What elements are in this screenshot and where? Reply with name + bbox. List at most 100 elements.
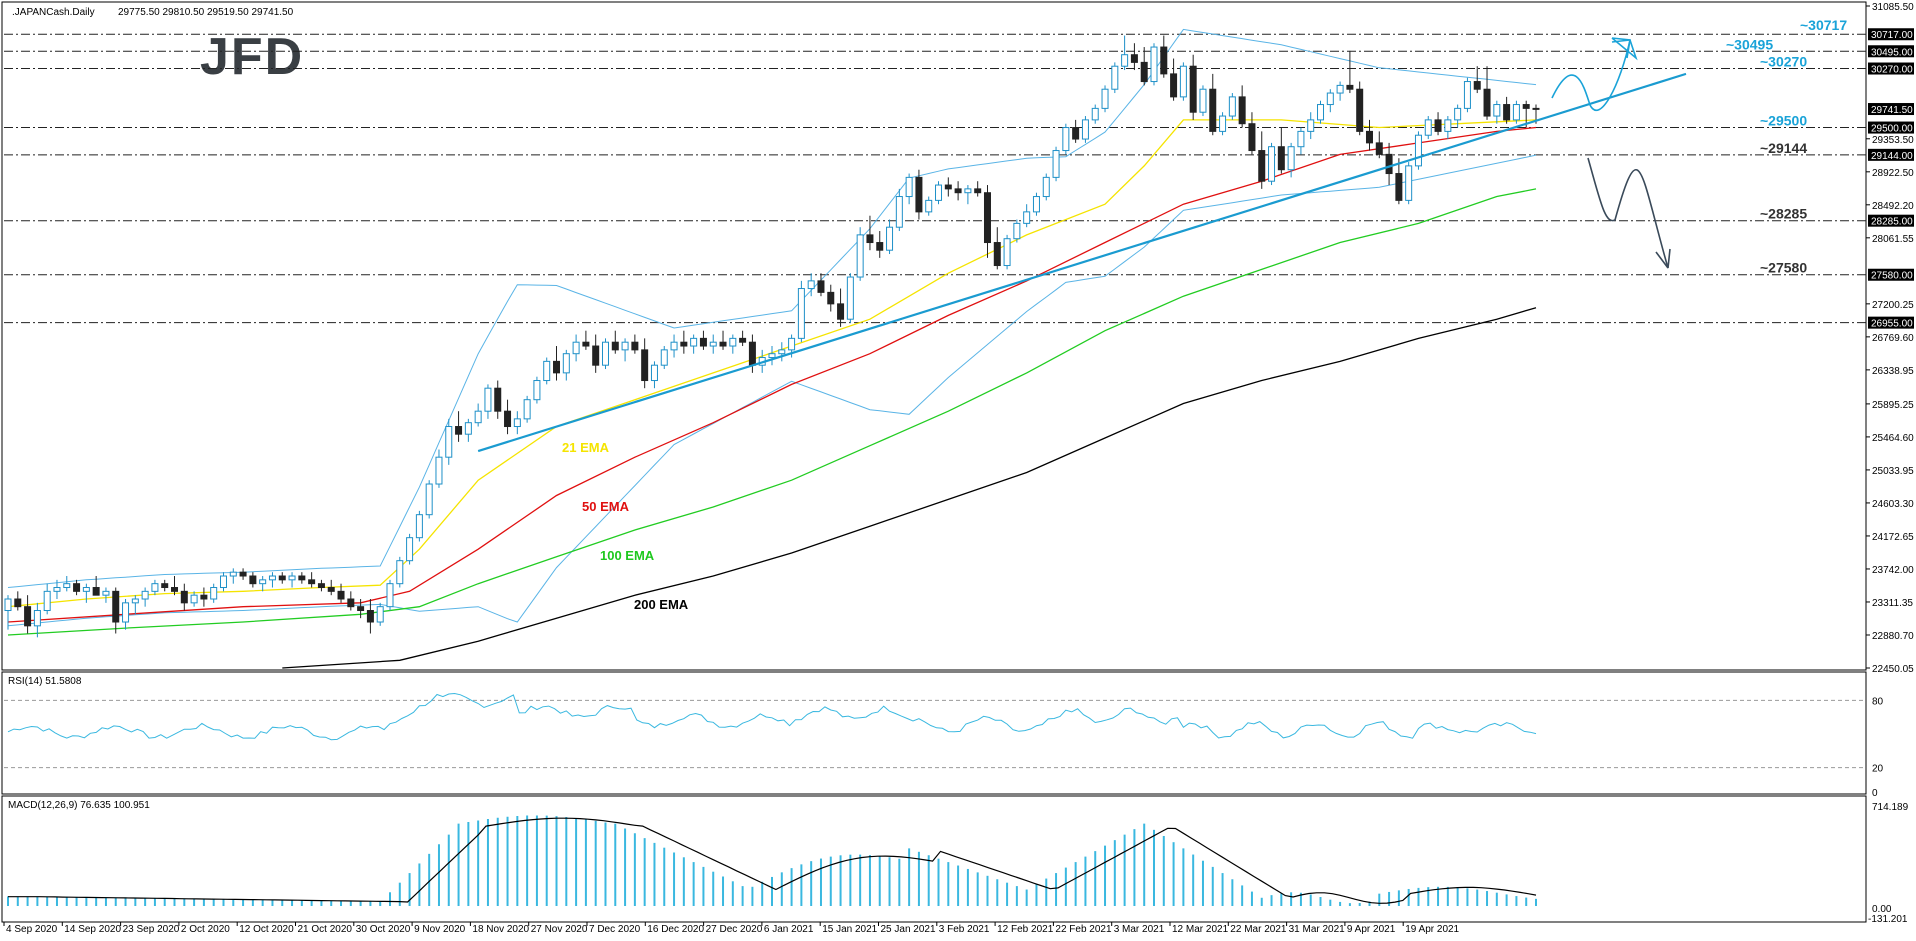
candle-body (983, 192, 991, 244)
y-tick-box (1868, 316, 1914, 329)
candle-body (190, 594, 198, 604)
candle-body (445, 426, 453, 458)
candle-body (1277, 146, 1285, 171)
candle-body (4, 598, 12, 612)
candle-body (1042, 176, 1050, 198)
y-tick-box (1868, 148, 1914, 161)
candle-body (494, 387, 502, 412)
candle-body (151, 583, 159, 592)
candle-body (1473, 81, 1481, 90)
candle-body (788, 337, 796, 351)
candle-body (709, 341, 717, 347)
candle-body (337, 590, 345, 600)
macd-layer (7, 815, 1537, 906)
x-tick-label: 21 Oct 2020 (298, 924, 353, 935)
y-tick-label: 22880.70 (1872, 631, 1914, 642)
candle-body (660, 349, 668, 366)
x-tick-label: 27 Dec 2020 (706, 924, 763, 935)
rsi-axis-label: 80 (1872, 696, 1884, 707)
jfd-logo: JFD (200, 28, 304, 86)
x-tick-label: 12 Feb 2021 (997, 924, 1054, 935)
candle-body (1209, 88, 1217, 132)
x-tick-label: 4 Sep 2020 (6, 924, 58, 935)
x-tick-label: 14 Sep 2020 (64, 924, 121, 935)
y-tick-label: 28492.20 (1872, 201, 1914, 212)
y-tick-label: 30495.00 (1871, 47, 1913, 58)
candle-body (944, 184, 952, 190)
candle-body (43, 590, 51, 612)
x-tick-label: 25 Jan 2021 (881, 924, 936, 935)
y-tick-label: 26955.00 (1871, 319, 1913, 330)
candle-body (954, 188, 962, 194)
x-tick-label: 7 Dec 2020 (589, 924, 641, 935)
candle-body (1032, 196, 1040, 213)
candle-body (1023, 211, 1031, 224)
bearish-scenario-arrowhead (1655, 248, 1671, 269)
candle-body (1522, 104, 1530, 109)
x-tick-label: 23 Sep 2020 (123, 924, 180, 935)
bollinger-lower (7, 154, 1537, 627)
candle-body (1307, 119, 1315, 132)
macd-panel-frame (1, 795, 1867, 923)
x-tick-label: 9 Apr 2021 (1347, 924, 1396, 935)
candle-body (523, 399, 531, 420)
y-tick-label: 27580.00 (1871, 271, 1913, 282)
candle-body (886, 226, 894, 251)
candle-body (53, 587, 61, 592)
candle-body (200, 594, 208, 600)
candle-body (210, 587, 218, 600)
y-tick-label: 29500.00 (1871, 124, 1913, 135)
candle-body (543, 360, 551, 382)
candle-body (562, 353, 570, 374)
candle-body (1258, 150, 1266, 182)
candle-body (1346, 84, 1354, 90)
y-tick-label: 22450.05 (1872, 664, 1914, 675)
level-label: ~28285 (1760, 206, 1807, 222)
candle-body (1228, 96, 1236, 117)
y-tick-label: 28061.55 (1872, 234, 1914, 245)
candle-body (357, 606, 365, 612)
x-tick-label: 6 Jan 2021 (764, 924, 814, 935)
candle-body (1199, 88, 1207, 113)
y-tick-label: 26769.60 (1872, 333, 1914, 344)
candle-body (82, 587, 90, 592)
candle-body (425, 483, 433, 516)
level-label: ~29144 (1760, 140, 1807, 156)
candle-body (1395, 173, 1403, 201)
candle-body (1297, 130, 1305, 148)
rsi-line (7, 692, 1537, 741)
candle-layer (4, 35, 1540, 638)
candle-body (308, 579, 316, 585)
y-tick-label: 30717.00 (1871, 30, 1913, 41)
candle-body (1454, 107, 1462, 121)
ema-line-50ema (7, 126, 1537, 623)
candle-body (1317, 104, 1325, 121)
candle-body (141, 590, 149, 600)
uptrend-line (477, 72, 1687, 453)
candle-body (974, 188, 982, 194)
candle-body (641, 349, 649, 382)
candle-body (1444, 119, 1452, 132)
candle-body (690, 337, 698, 347)
candle-body (592, 345, 600, 366)
x-tick-label: 12 Oct 2020 (239, 924, 294, 935)
candle-body (1424, 119, 1432, 136)
candle-body (1493, 104, 1501, 117)
rsi-panel-frame (1, 671, 1867, 795)
candle-body (171, 587, 179, 592)
y-tick-label: 25464.60 (1872, 433, 1914, 444)
candle-body (1287, 146, 1295, 171)
candle-body (33, 610, 41, 627)
candle-body (739, 337, 747, 343)
candle-body (415, 514, 423, 539)
ema-line-100ema (7, 188, 1537, 636)
level-label: ~30717 (1800, 17, 1847, 33)
rsi-axis-label: 0 (1872, 788, 1878, 799)
candle-body (935, 184, 943, 201)
candle-body (1365, 130, 1373, 144)
candle-body (680, 341, 688, 347)
rsi-label: RSI(14) 51.5808 (8, 676, 82, 687)
candle-body (582, 341, 590, 347)
candle-body (895, 196, 903, 228)
